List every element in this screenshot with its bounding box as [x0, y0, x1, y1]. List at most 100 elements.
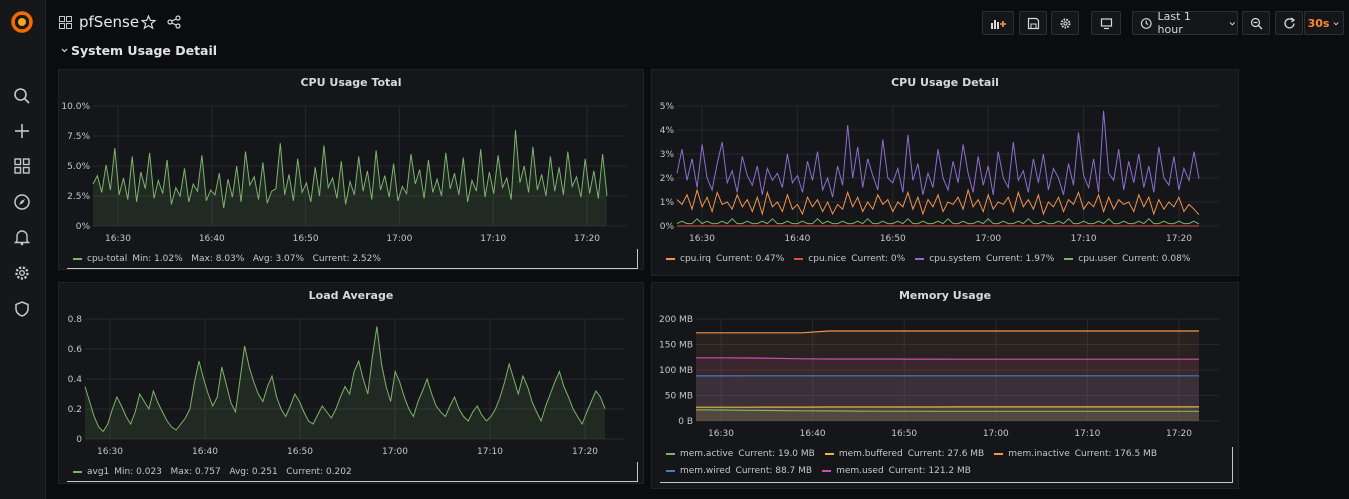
x-tick-label: 17:00 — [975, 234, 1001, 244]
legend-edge — [637, 462, 638, 482]
series-line-mem-inactive — [696, 330, 1199, 334]
legend-series-name: mem.used — [836, 466, 884, 476]
gear-icon — [1060, 18, 1070, 28]
legend-series-name: mem.active — [680, 449, 734, 459]
tv-mode-button[interactable] — [1091, 11, 1121, 35]
series-line-cpu-irq — [676, 188, 1200, 216]
legend-item-cpu-total[interactable]: cpu-total Min: 1.02% Max: 8.03% Avg: 3.07… — [73, 254, 381, 264]
legend-edge — [637, 249, 638, 269]
legend-item-cpu-system[interactable]: cpu.system Current: 1.97% — [915, 254, 1054, 264]
alerting-bell-icon[interactable] — [8, 223, 36, 251]
chevron-down-icon — [1229, 21, 1236, 25]
x-tick-label: 17:20 — [574, 234, 600, 244]
configuration-gear-icon[interactable] — [8, 259, 36, 287]
legend-series-name: mem.inactive — [1008, 449, 1070, 459]
grafana-logo-icon[interactable] — [8, 8, 36, 36]
legend: avg1 Min: 0.023 Max: 0.757 Avg: 0.251 Cur… — [73, 465, 352, 479]
x-tick-label: 16:30 — [689, 234, 715, 244]
legend: cpu-total Min: 1.02% Max: 8.03% Avg: 3.07… — [73, 252, 381, 266]
legend-item-mem-wired[interactable]: mem.wired Current: 88.7 MB — [666, 466, 812, 476]
plus-icon[interactable] — [8, 117, 36, 145]
series-area-mem-active — [696, 409, 1199, 421]
save-dashboard-button[interactable] — [1019, 11, 1047, 35]
cpu-usage-detail-chart: 0% 1% 2% 3% 4% 5% 16:30 16:40 16:50 17:00 17:10 17:… — [660, 102, 1219, 244]
x-tick-label: 17:20 — [572, 447, 598, 457]
legend: cpu.irq Current: 0.47% cpu.nice Current: 0%… — [666, 252, 1190, 266]
legend-item-avg1[interactable]: avg1 Min: 0.023 Max: 0.757 Avg: 0.251 Cur… — [73, 467, 352, 477]
monitor-icon — [1100, 17, 1112, 29]
y-tick-label: 5.0% — [67, 162, 90, 172]
legend-stats: Current: 121.2 MB — [888, 466, 971, 476]
legend: mem.wired Current: 88.7 MB mem.used Current… — [666, 464, 971, 478]
add-panel-icon — [991, 19, 1006, 29]
panel-load-average[interactable]: Load Average 0 0.2 0.4 0.6 0.8 16:30 16:40 16:5… — [58, 282, 644, 484]
panel-cpu-usage-detail[interactable]: CPU Usage Detail 0% 1% 2% 3% 4% 5% 16:30 16:40 1… — [651, 69, 1239, 276]
refresh-interval-picker[interactable]: 30s — [1304, 11, 1344, 35]
legend-series-name: cpu.irq — [680, 254, 711, 264]
y-tick-label: 1% — [660, 198, 675, 208]
explore-icon[interactable] — [8, 188, 36, 216]
panel-title[interactable]: CPU Usage Detail — [891, 76, 999, 89]
time-range-label: Last 1 hour — [1157, 10, 1191, 36]
legend-swatch — [994, 453, 1004, 455]
row-title[interactable]: System Usage Detail — [71, 43, 218, 58]
y-tick-label: 3% — [660, 150, 675, 160]
legend-item-mem-used[interactable]: mem.used Current: 121.2 MB — [822, 466, 971, 476]
series-area-cpu-total — [93, 130, 607, 226]
x-tick-label: 16:30 — [708, 429, 734, 439]
legend-item-cpu-nice[interactable]: cpu.nice Current: 0% — [794, 254, 905, 264]
legend-underline — [660, 482, 1233, 483]
legend-item-mem-inactive[interactable]: mem.inactive Current: 176.5 MB — [994, 449, 1157, 459]
legend-item-cpu-user[interactable]: cpu.user Current: 0.08% — [1064, 254, 1190, 264]
row-collapse-chevron-icon[interactable] — [61, 47, 68, 54]
panel-title[interactable]: CPU Usage Total — [300, 76, 402, 89]
memory-usage-chart: 0 B 50 MB 100 MB 150 MB 200 MB 16:30 16:40 16:5… — [659, 315, 1219, 439]
star-icon[interactable] — [141, 15, 156, 30]
y-tick-label: 0.2 — [68, 405, 82, 415]
series-area-avg1 — [85, 326, 605, 439]
legend-stats: Min: 0.023 Max: 0.757 Avg: 0.251 Current… — [114, 467, 352, 477]
series-line-cpu-total — [92, 129, 608, 209]
legend-swatch — [824, 453, 834, 455]
y-tick-label: 0.4 — [68, 375, 83, 385]
series-line-cpu-system — [676, 110, 1200, 198]
panel-title[interactable]: Load Average — [308, 289, 394, 302]
legend-item-mem-active[interactable]: mem.active Current: 19.0 MB — [666, 449, 815, 459]
dashboards-icon[interactable] — [8, 152, 36, 180]
legend-swatch — [666, 470, 675, 472]
zoom-out-button[interactable] — [1242, 11, 1270, 35]
add-panel-button[interactable] — [982, 11, 1014, 35]
legend-item-cpu-irq[interactable]: cpu.irq Current: 0.47% — [666, 254, 784, 264]
legend-stats: Current: 0.08% — [1122, 254, 1191, 264]
share-icon[interactable] — [167, 15, 181, 29]
series-line-cpu-user — [676, 218, 1200, 225]
y-tick-label: 150 MB — [659, 341, 693, 351]
x-tick-label: 17:10 — [477, 447, 503, 457]
time-range-picker[interactable]: Last 1 hour — [1132, 10, 1238, 36]
series-area-mem-wired — [696, 375, 1199, 421]
search-icon[interactable] — [8, 82, 36, 110]
dashboard-settings-button[interactable] — [1051, 11, 1079, 35]
refresh-button[interactable] — [1275, 11, 1303, 35]
legend-stats: Current: 19.0 MB — [738, 449, 815, 459]
x-tick-label: 16:30 — [105, 234, 131, 244]
y-tick-label: 10.0% — [61, 102, 90, 112]
y-tick-label: 0% — [660, 222, 675, 232]
y-tick-label: 200 MB — [659, 315, 693, 325]
shield-icon[interactable] — [8, 295, 36, 323]
panel-memory-usage[interactable]: Memory Usage 0 B 50 MB 100 MB 150 MB 200 MB 1… — [651, 282, 1239, 489]
series-line-mem-active — [695, 409, 1199, 412]
legend-stats: Current: 27.6 MB — [907, 449, 985, 459]
legend-series-name: cpu.user — [1078, 254, 1118, 264]
panel-title[interactable]: Memory Usage — [898, 289, 992, 302]
legend-series-name: cpu.nice — [808, 254, 847, 264]
legend-series-name: mem.wired — [680, 466, 731, 476]
panel-cpu-usage-total[interactable]: CPU Usage Total 0% 2.5% 5.0% 7.5% 10.0% 16:30… — [58, 69, 644, 270]
x-tick-label: 17:10 — [480, 234, 506, 244]
x-tick-label: 16:30 — [97, 447, 123, 457]
dashboard-title[interactable]: pfSense — [79, 13, 140, 31]
x-tick-label: 16:50 — [891, 429, 917, 439]
legend-item-mem-buffered[interactable]: mem.buffered Current: 27.6 MB — [824, 449, 985, 459]
refresh-icon — [1283, 16, 1295, 28]
y-tick-label: 0 — [76, 435, 82, 445]
